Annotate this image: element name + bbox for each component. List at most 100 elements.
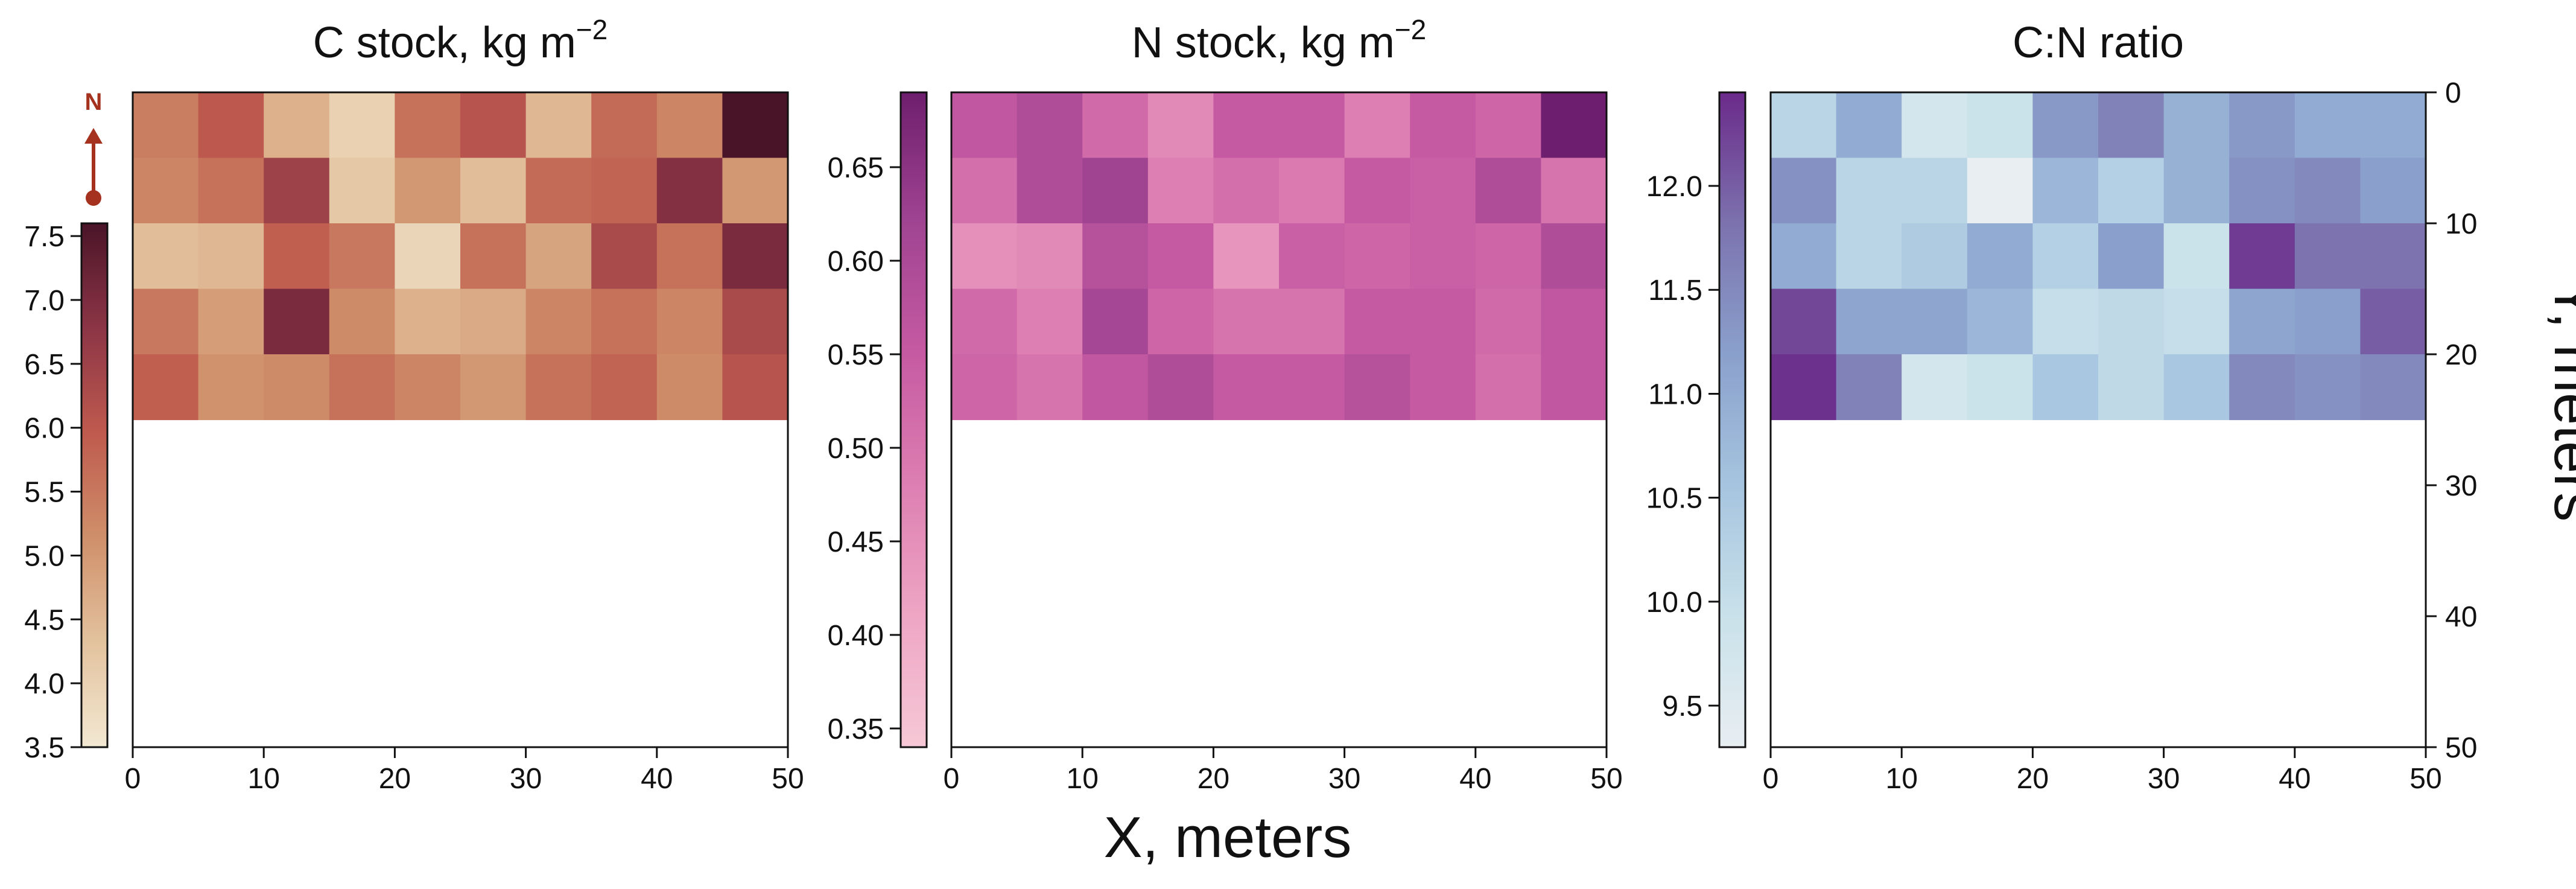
heatmap-cell (2294, 92, 2361, 159)
colorbar-tick-label: 0.50 (828, 433, 884, 465)
heatmap-cell (525, 354, 592, 421)
x-tick-label: 20 (1198, 763, 1229, 795)
heatmap-cell (1017, 92, 1083, 159)
colorbar-tick-label: 0.65 (828, 152, 884, 184)
heatmap-cell (395, 92, 461, 159)
heatmap-cell (1017, 354, 1083, 421)
heatmap-cell (329, 158, 395, 224)
heatmap-cell (264, 223, 330, 290)
heatmap-cell (2294, 288, 2361, 355)
heatmap-cell (395, 354, 461, 421)
heatmap-cell (264, 158, 330, 224)
heatmap-cell (1902, 158, 1968, 224)
x-tick-label: 0 (125, 763, 141, 795)
panel-title-text: C:N ratio (2013, 19, 2184, 67)
north-arrow-label: N (85, 89, 103, 115)
heatmap-cell (1771, 223, 1837, 290)
heatmap-cell (1836, 223, 1902, 290)
heatmap-cell (722, 354, 788, 421)
heatmap-cell (1344, 354, 1410, 421)
heatmap-cell (2032, 288, 2099, 355)
heatmap-cell (1967, 288, 2033, 355)
x-axis: 0 10 20 30 40 50 (125, 747, 804, 795)
heatmap-cell (1902, 354, 1968, 421)
heatmap-cell (1541, 354, 1607, 421)
heatmap-cell (951, 288, 1018, 355)
heatmap-cell (1475, 223, 1541, 290)
heatmap-cell (1213, 92, 1280, 159)
colorbar-tick-label: 5.0 (24, 540, 65, 572)
heatmap-panel-2: N stock, kg m−20 10 20 30 40 500.350.400.450.… (828, 14, 1623, 795)
colorbar-tick-label: 4.5 (24, 604, 65, 636)
colorbar: 0.35 0.40 0.45 0.50 0.55 0.60 0.65 (828, 91, 928, 748)
colorbar: 9.5 10.0 10.5 11.0 11.5 12.0 (1646, 91, 1746, 748)
colorbar-tick-label: 0.35 (828, 713, 884, 745)
heatmap-cell (591, 158, 658, 224)
north-arrow: N (84, 89, 103, 206)
x-axis-title: X, meters (1104, 805, 1352, 870)
colorbar-tick-label: 11.0 (1648, 378, 1702, 410)
x-tick-label: 20 (379, 763, 411, 795)
heatmap-cell (1967, 354, 2033, 421)
heatmap-cells (1771, 92, 2426, 421)
heatmap-cell (2294, 158, 2361, 224)
heatmap-cell (1836, 92, 1902, 159)
x-tick-label: 10 (248, 763, 280, 795)
heatmap-cell (591, 223, 658, 290)
heatmap-cell (1771, 354, 1837, 421)
heatmap-cell (1017, 288, 1083, 355)
heatmap-cell (1279, 92, 1345, 159)
heatmap-cell (2229, 158, 2295, 224)
heatmap-cell (1082, 354, 1149, 421)
heatmap-cell (1902, 223, 1968, 290)
heatmap-cell (2163, 288, 2230, 355)
heatmap-cell (2032, 354, 2099, 421)
heatmap-cell (1541, 158, 1607, 224)
heatmap-cell (2032, 92, 2099, 159)
heatmap-cell (2163, 92, 2230, 159)
x-axis: 0 10 20 30 40 50 (944, 747, 1623, 795)
heatmap-cell (1279, 158, 1345, 224)
heatmap-cell (1082, 158, 1149, 224)
heatmap-cell (460, 92, 527, 159)
heatmap-cell (656, 223, 723, 290)
heatmap-cells (951, 92, 1607, 421)
heatmap-cell (1836, 354, 1902, 421)
heatmap-panel-1: C stock, kg m−2 0 10 20 30 40 50 3.5 4.0 4.5 5.0 5.… (24, 14, 804, 795)
heatmap-cell (1147, 158, 1214, 224)
heatmap-cell (2098, 288, 2165, 355)
colorbar-tick-label: 5.5 (24, 477, 65, 509)
heatmap-cell (395, 288, 461, 355)
heatmap-cell (1771, 158, 1837, 224)
heatmap-cell (1017, 158, 1083, 224)
panel-title-text: N stock, kg m (1132, 19, 1395, 67)
heatmap-cell (1475, 92, 1541, 159)
x-tick-label: 50 (2409, 763, 2441, 795)
panel-title: C:N ratio (2013, 19, 2184, 67)
heatmap-cell (2098, 92, 2165, 159)
heatmap-cell (1147, 354, 1214, 421)
colorbar-tick-label: 10.5 (1646, 483, 1702, 515)
plot-frame (1769, 91, 2427, 748)
colorbar-tick-label: 0.40 (828, 620, 884, 652)
heatmap-cell (1541, 223, 1607, 290)
heatmap-cells (133, 92, 788, 421)
heatmap-cell (264, 288, 330, 355)
panel-title-text: C stock, kg m (313, 19, 576, 67)
heatmap-cell (591, 288, 658, 355)
heatmap-cell (1082, 92, 1149, 159)
x-tick-label: 30 (510, 763, 542, 795)
heatmap-cell (1967, 92, 2033, 159)
heatmap-cell (198, 288, 264, 355)
x-tick-label: 30 (1328, 763, 1360, 795)
colorbar-gradient (899, 91, 928, 748)
heatmap-cell (1771, 92, 1837, 159)
y-tick-label: 20 (2445, 339, 2477, 371)
heatmap-cell (198, 223, 264, 290)
colorbar-tick-label: 10.0 (1646, 587, 1702, 619)
heatmap-cell (1410, 288, 1476, 355)
y-axis: 0 10 20 30 40 50 (2426, 77, 2477, 764)
colorbar-tick-label: 6.5 (24, 349, 65, 381)
panel-title-superscript: −2 (1395, 14, 1426, 45)
heatmap-cell (2163, 158, 2230, 224)
